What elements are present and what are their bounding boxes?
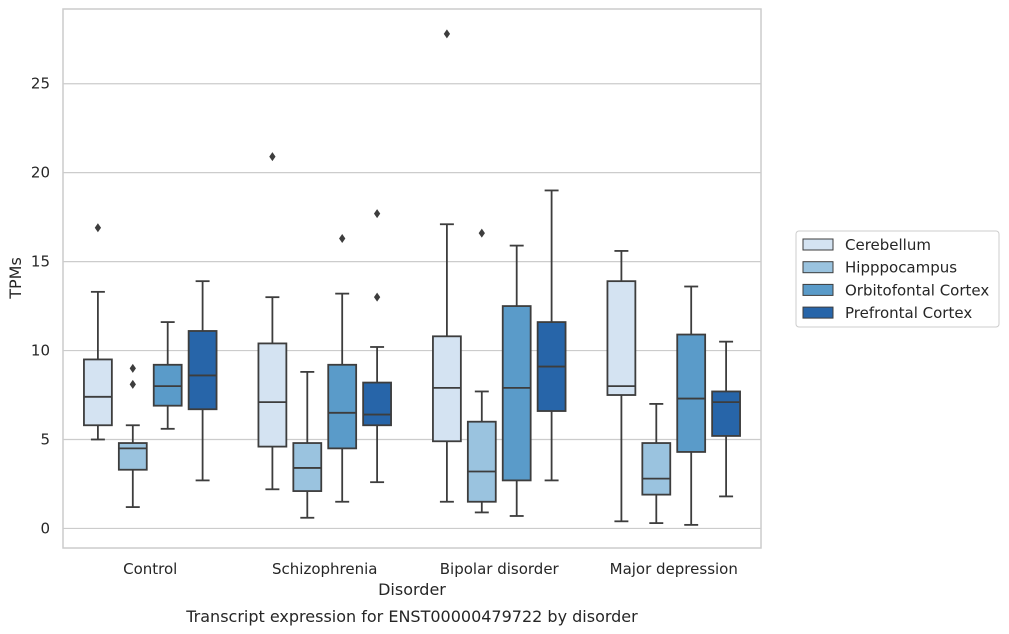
x-axis-label: Disorder (378, 580, 446, 599)
box-group (711, 340, 741, 498)
box (676, 333, 707, 453)
box-marks (83, 29, 741, 526)
figure-caption: Transcript expression for ENST0000047972… (185, 607, 638, 626)
box (501, 305, 532, 482)
y-tick-label: 0 (40, 519, 50, 537)
box-group (187, 280, 218, 482)
legend-label: Orbitofontal Cortex (845, 281, 989, 299)
box-group (536, 189, 567, 482)
y-tick-label: 5 (40, 430, 50, 448)
box-group (641, 403, 672, 524)
box-group (327, 233, 358, 503)
box (327, 363, 358, 450)
box-group (501, 244, 532, 517)
legend-swatch (802, 238, 834, 251)
legend-label: Hipppocampus (845, 259, 957, 277)
outlier-point (129, 363, 136, 373)
box (606, 280, 637, 396)
y-tick-label: 10 (31, 342, 50, 360)
box-group (432, 29, 462, 503)
x-tick-label: Control (123, 560, 177, 578)
box-group (362, 209, 392, 484)
box-group (466, 228, 497, 514)
box (257, 342, 288, 448)
box (466, 420, 497, 503)
legend: Cerebellum Hipppocampus Orbitofontal Corte… (795, 230, 1000, 328)
box (641, 442, 672, 496)
y-tick-label: 20 (31, 164, 50, 182)
box (187, 330, 218, 411)
box-group (83, 223, 113, 441)
legend-label: Cerebellum (845, 236, 931, 254)
box (83, 358, 113, 427)
box-group (257, 152, 288, 491)
x-tick-label: Bipolar disorder (440, 560, 560, 578)
outlier-point (94, 223, 102, 233)
box-group (676, 285, 707, 526)
outlier-point (373, 209, 381, 219)
plot-area-frame (62, 8, 762, 549)
outlier-point (339, 233, 346, 243)
box-group (152, 321, 183, 430)
box-group (292, 370, 323, 519)
legend-frame (795, 230, 1000, 328)
outlier-point (478, 228, 485, 238)
x-tick-label: Major depression (610, 560, 738, 578)
x-tick-label: Schizophrenia (272, 560, 377, 578)
y-tick-label: 15 (31, 253, 50, 271)
legend-label: Prefrontal Cortex (845, 304, 972, 322)
legend-swatch (802, 261, 834, 274)
outlier-point (129, 379, 136, 389)
outlier-point (269, 152, 276, 162)
box-group (117, 363, 148, 508)
legend-swatch (802, 283, 834, 296)
outlier-point (373, 292, 381, 302)
box (117, 442, 148, 471)
box (362, 381, 392, 427)
legend-swatch (802, 306, 834, 319)
y-axis-label: TPMs (6, 257, 25, 300)
box-group (606, 250, 637, 523)
grid-lines (63, 83, 761, 530)
outlier-point (443, 29, 451, 39)
box (711, 390, 741, 437)
y-tick-label: 25 (31, 75, 50, 93)
tick-labels: 0 5 10 15 20 25 Control Schizophrenia Bipolar di… (31, 75, 738, 578)
